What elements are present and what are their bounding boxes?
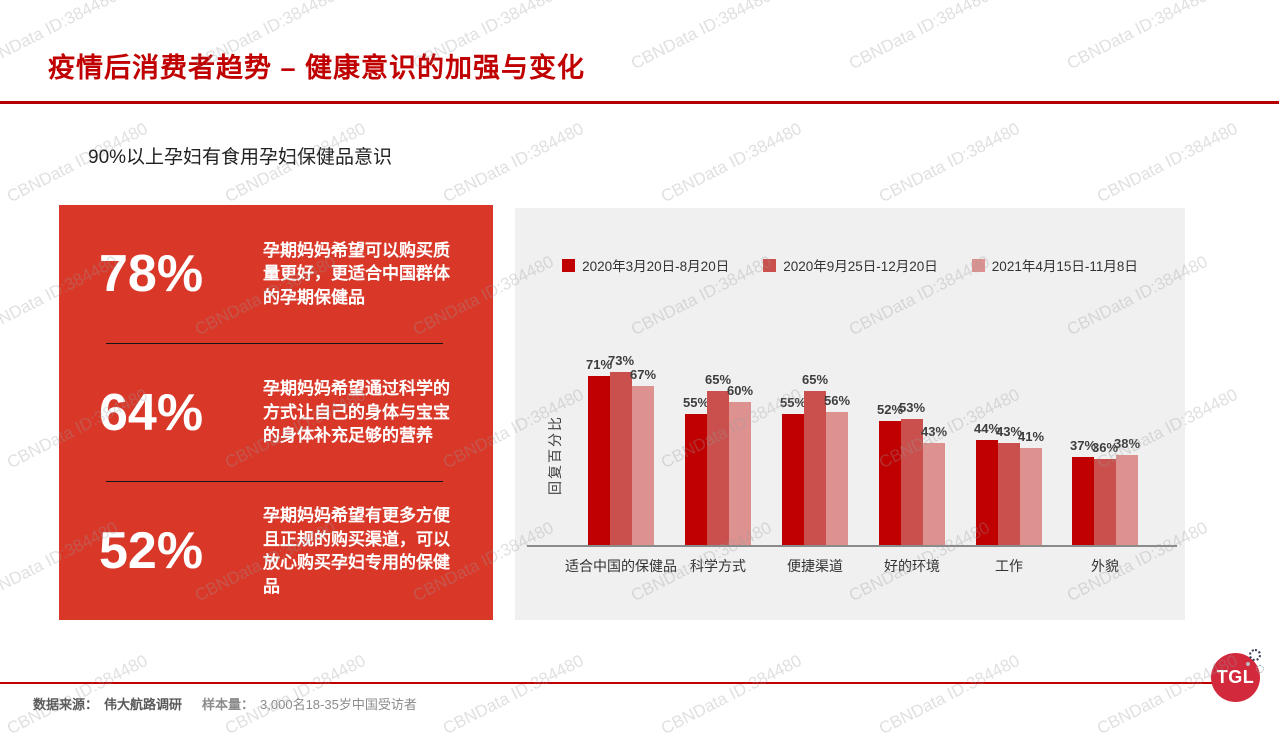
legend-swatch-icon bbox=[763, 258, 777, 272]
bar-value-label: 55% bbox=[779, 395, 807, 410]
watermark-text: CBNData ID:384480 bbox=[439, 650, 587, 739]
watermark-text: CBNData ID:384480 bbox=[875, 118, 1023, 207]
stat-row-3: 52% 孕期妈妈希望有更多方便且正规的购买渠道，可以放心购买孕妇专用的保健品 bbox=[59, 482, 493, 620]
bar-group: 52% 53% 43% bbox=[877, 400, 947, 545]
bar-value-label: 65% bbox=[704, 372, 732, 387]
watermark-text: CBNData ID:384480 bbox=[657, 650, 805, 739]
category-label: 科学方式 bbox=[690, 558, 746, 574]
chart-legend: 2020年3月20日-8月20日 2020年9月25日-12月20日 2021年4月… bbox=[515, 255, 1185, 275]
legend-item-series3: 2021年4月15日-11月8日 bbox=[971, 255, 1138, 275]
stat-divider bbox=[106, 481, 443, 483]
stat-row-2: 64% 孕期妈妈希望通过科学的方式让自己的身体与宝宝的身体补充足够的营养 bbox=[59, 344, 493, 482]
legend-label: 2021年4月15日-11月8日 bbox=[991, 259, 1138, 274]
bar-value-label: 52% bbox=[876, 402, 904, 417]
bar-series2: 65% bbox=[802, 372, 828, 545]
source-value: 伟大航路调研 bbox=[104, 697, 183, 712]
legend-label: 2020年3月20日-8月20日 bbox=[582, 259, 730, 274]
bar-value-label: 43% bbox=[920, 424, 948, 439]
stat-value: 78% bbox=[99, 244, 204, 303]
bar-series1: 37% bbox=[1070, 438, 1096, 545]
stat-description: 孕期妈妈希望有更多方便且正规的购买渠道，可以放心购买孕妇专用的保健品 bbox=[263, 506, 450, 596]
category-label: 外貌 bbox=[1091, 558, 1119, 574]
x-axis-line bbox=[527, 545, 1177, 547]
stat-row-1: 78% 孕期妈妈希望可以购买质量更好，更适合中国群体的孕期保健品 bbox=[59, 205, 493, 343]
bar-series1: 52% bbox=[877, 402, 903, 545]
bar-value-label: 56% bbox=[823, 393, 851, 408]
bar-value-label: 41% bbox=[1017, 429, 1045, 444]
bar-value-label: 44% bbox=[973, 421, 1001, 436]
footer-rule bbox=[0, 682, 1238, 684]
category-label: 便捷渠道 bbox=[787, 558, 843, 574]
bar-series2: 43% bbox=[996, 424, 1022, 545]
sample-label: 样本量： bbox=[202, 697, 255, 712]
bar-group: 55% 65% 56% bbox=[780, 372, 850, 545]
bar-series3: 56% bbox=[824, 393, 850, 545]
footer-source: 数据来源： 伟大航路调研 样本量： 3,000名18-35岁中国受访者 bbox=[33, 694, 417, 713]
logo-dot-icon bbox=[1246, 662, 1250, 666]
watermark-text: CBNData ID:384480 bbox=[845, 0, 993, 74]
bar-series3: 43% bbox=[921, 424, 947, 545]
bar-value-label: 67% bbox=[629, 367, 657, 382]
bar-series1: 71% bbox=[586, 357, 612, 545]
category-label: 适合中国的保健品 bbox=[565, 558, 677, 574]
bar-group: 55% 65% 60% bbox=[683, 372, 753, 545]
category-label: 工作 bbox=[995, 558, 1023, 574]
legend-label: 2020年9月25日-12月20日 bbox=[783, 259, 938, 274]
legend-item-series2: 2020年9月25日-12月20日 bbox=[763, 255, 938, 275]
stat-value: 52% bbox=[99, 522, 204, 581]
bar-series2: 36% bbox=[1092, 440, 1118, 545]
bar-series3: 38% bbox=[1114, 436, 1140, 545]
bar-chart: 2020年3月20日-8月20日 2020年9月25日-12月20日 2021年4月… bbox=[515, 208, 1185, 620]
bar-value-label: 71% bbox=[585, 357, 613, 372]
bar-series2: 65% bbox=[705, 372, 731, 545]
bar-value-label: 60% bbox=[726, 383, 754, 398]
watermark-text: CBNData ID:384480 bbox=[439, 118, 587, 207]
bar-series2: 53% bbox=[899, 400, 925, 545]
legend-swatch-icon bbox=[562, 258, 576, 272]
bar-value-label: 55% bbox=[682, 395, 710, 410]
sample-value: 3,000名18-35岁中国受访者 bbox=[260, 697, 417, 712]
bar-value-label: 37% bbox=[1069, 438, 1097, 453]
bar-series3: 60% bbox=[727, 383, 753, 545]
watermark-text: CBNData ID:384480 bbox=[875, 650, 1023, 739]
bar-value-label: 43% bbox=[995, 424, 1023, 439]
stat-description: 孕期妈妈希望通过科学的方式让自己的身体与宝宝的身体补充足够的营养 bbox=[263, 379, 450, 446]
stat-value: 64% bbox=[99, 383, 204, 442]
bar-series1: 44% bbox=[974, 421, 1000, 545]
title-rule bbox=[0, 101, 1279, 104]
bar-value-label: 73% bbox=[607, 353, 635, 368]
stat-divider bbox=[106, 342, 443, 344]
bar-series2: 73% bbox=[608, 353, 634, 545]
stats-box: 78% 孕期妈妈希望可以购买质量更好，更适合中国群体的孕期保健品 64% 孕期妈… bbox=[59, 205, 493, 620]
bar-group: 37% 36% 38% bbox=[1070, 436, 1140, 545]
legend-item-series1: 2020年3月20日-8月20日 bbox=[562, 255, 729, 275]
stat-description: 孕期妈妈希望可以购买质量更好，更适合中国群体的孕期保健品 bbox=[263, 240, 450, 307]
watermark-text: CBNData ID:384480 bbox=[1093, 118, 1241, 207]
watermark-text: CBNData ID:384480 bbox=[1063, 0, 1211, 74]
bar-series1: 55% bbox=[683, 395, 709, 545]
subtitle: 90%以上孕妇有食用孕妇保健品意识 bbox=[88, 147, 393, 168]
y-axis-label: 回复百分比 bbox=[547, 415, 563, 495]
page-title: 疫情后消费者趋势 – 健康意识的加强与变化 bbox=[48, 53, 586, 83]
category-label: 好的环境 bbox=[884, 558, 940, 574]
tgl-logo: TGL bbox=[1211, 653, 1260, 702]
logo-dot-icon bbox=[1249, 649, 1261, 661]
legend-swatch-icon bbox=[971, 258, 985, 272]
bar-series3: 67% bbox=[630, 367, 656, 545]
bar-value-label: 65% bbox=[801, 372, 829, 387]
watermark-text: CBNData ID:384480 bbox=[627, 0, 775, 74]
bar-series1: 55% bbox=[780, 395, 806, 545]
bar-group: 44% 43% 41% bbox=[974, 421, 1044, 545]
source-label: 数据来源： bbox=[33, 697, 99, 712]
logo-dot-icon bbox=[1256, 665, 1264, 673]
bar-value-label: 38% bbox=[1113, 436, 1141, 451]
watermark-text: CBNData ID:384480 bbox=[657, 118, 805, 207]
bar-value-label: 53% bbox=[898, 400, 926, 415]
bar-series3: 41% bbox=[1018, 429, 1044, 545]
bar-group: 71% 73% 67% bbox=[586, 353, 656, 545]
bar-value-label: 36% bbox=[1091, 440, 1119, 455]
